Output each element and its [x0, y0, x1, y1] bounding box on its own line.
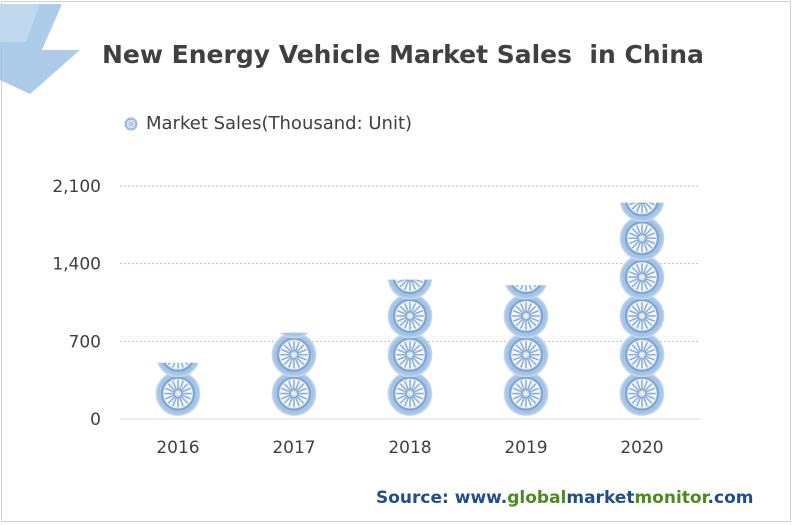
- bar-2019: [503, 285, 549, 417]
- wheel-icon: [271, 332, 317, 378]
- source-part-market: market: [566, 488, 635, 508]
- x-tick-label: 2018: [388, 438, 431, 458]
- y-tick-label: 700: [69, 332, 101, 352]
- y-tick-label: 0: [90, 410, 101, 430]
- axis-layer: 0 700 1,400 2,100 2016 2017 2018 2019 2020: [52, 177, 663, 458]
- legend: Market Sales(Thousand: Unit): [124, 113, 412, 134]
- source-prefix: Source: www.: [376, 488, 508, 508]
- bar-2016: [155, 362, 201, 417]
- y-tick-label: 2,100: [52, 177, 101, 197]
- wheel-icon: [387, 292, 433, 339]
- bar-2020: [619, 202, 665, 417]
- x-tick-label: 2016: [156, 438, 199, 458]
- wheel-icon: [503, 370, 549, 417]
- y-tick-label: 1,400: [52, 255, 101, 275]
- legend-wheel-icon: [124, 116, 138, 131]
- wheel-icon: [503, 331, 549, 378]
- wheel-icon: [387, 331, 433, 378]
- wheel-icon: [271, 332, 317, 339]
- chart-title: New Energy Vehicle Market Sales in China: [102, 40, 704, 69]
- wheel-icon: [619, 331, 665, 378]
- wheel-icon: [387, 279, 433, 301]
- wheel-icon: [619, 215, 665, 262]
- source-part-monitor: monitor: [634, 488, 708, 508]
- wheel-icon: [155, 370, 201, 417]
- bar-2017: [271, 332, 317, 417]
- source-part-global: global: [507, 488, 567, 508]
- x-tick-label: 2019: [504, 438, 547, 458]
- source-suffix: .com: [707, 488, 754, 508]
- wheel-icon: [619, 370, 665, 417]
- source-credit: Source: www.globalmarketmonitor.com: [376, 488, 753, 508]
- wheel-icon: [619, 254, 665, 301]
- wheel-icon: [503, 285, 549, 301]
- wheel-icon: [619, 292, 665, 339]
- mark-layer: [155, 202, 665, 417]
- wheel-icon: [503, 292, 549, 339]
- wheel-icon: [619, 202, 665, 223]
- wheel-icon: [387, 370, 433, 417]
- wheel-icon: [271, 370, 317, 417]
- legend-label: Market Sales(Thousand: Unit): [146, 113, 413, 134]
- bar-2018: [387, 279, 433, 417]
- wheel-icon: [155, 362, 201, 378]
- x-tick-label: 2020: [620, 438, 663, 458]
- arrow-banner-highlight: [0, 4, 40, 42]
- x-tick-label: 2017: [272, 438, 315, 458]
